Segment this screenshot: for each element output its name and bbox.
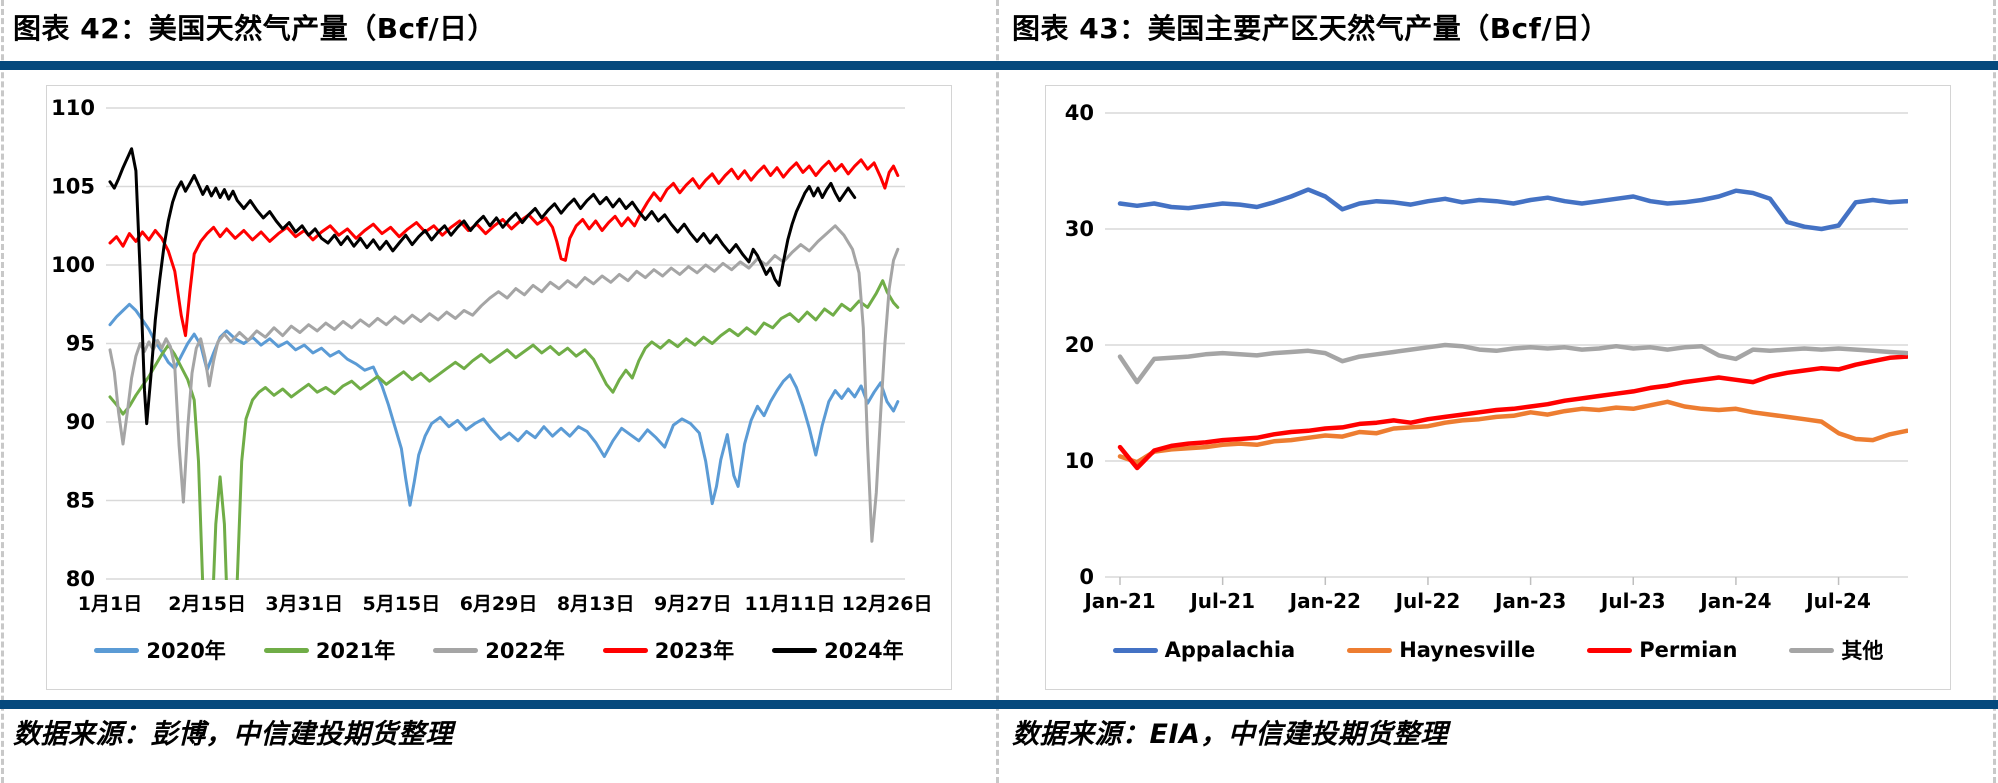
y-axis-tick-label: 105 (51, 175, 95, 199)
legend-item-Permian: Permian (1587, 638, 1737, 662)
legend-item-2022年: 2022年 (433, 635, 565, 665)
figure-43-chart-frame: 0 10 20 30 40 Jan-21 Jul-21 Jan-22 Jul-22 Jan-23 J… (1045, 85, 1951, 690)
legend-label: 2022年 (485, 639, 565, 663)
legend-label: 2020年 (146, 639, 226, 663)
us-regional-gas-production-line-chart: 0 10 20 30 40 Jan-21 Jul-21 Jan-22 Jul-22 Jan-23 J… (1065, 101, 1908, 613)
x-axis-tick-label: 3月31日 (265, 593, 343, 615)
legend-label: Appalachia (1164, 638, 1296, 662)
legend-line-swatch (1112, 647, 1158, 653)
series-line-Permian (1117, 354, 1908, 471)
series-line-2023年 (108, 158, 900, 338)
figure-43-footer-rule-bar (999, 700, 1998, 709)
figure-43-panel: 图表 43：美国主要产区天然气产量（Bcf/日） 0 10 20 30 40 Jan-21… (999, 0, 1998, 783)
legend-label: 2021年 (315, 639, 396, 663)
figure-43-legend: Appalachia Haynesville Permian 其他 (1046, 635, 1950, 665)
legend-item-2023年: 2023年 (602, 635, 735, 665)
series-line-2020年 (108, 302, 900, 507)
page-right-dashed-border (1993, 0, 1996, 783)
figure-42-legend: 2020年 2021年 2022年 2023年 2024年 (47, 635, 951, 665)
y-axis-tick-label: 110 (51, 96, 95, 120)
page-left-dashed-border (1, 0, 4, 783)
series-line-Haynesville (1117, 399, 1908, 465)
x-axis-tick-label: Jul-23 (1599, 589, 1666, 613)
legend-label: 2024年 (824, 639, 904, 663)
x-axis-tick-label: Jan-21 (1082, 589, 1155, 613)
legend-item-Haynesville: Haynesville (1347, 638, 1535, 662)
x-axis-tick-label: 5月15日 (363, 593, 441, 615)
legend-label: Permian (1639, 638, 1738, 662)
y-axis-tick-label: 20 (1065, 333, 1094, 357)
figure-42-chart-frame: 80 85 90 95 100 105 110 1月1日 2月15日 3月31日 5月15日 6月29… (46, 85, 952, 690)
figure-42-title: 图表 42：美国天然气产量（Bcf/日） (13, 12, 497, 45)
x-axis-tick-label: 1月1日 (78, 593, 142, 615)
legend-label: 2023年 (654, 639, 735, 663)
y-axis-tick-label: 85 (66, 489, 95, 513)
us-gas-production-line-chart: 80 85 90 95 100 105 110 1月1日 2月15日 3月31日 5月15日 6月29… (51, 96, 933, 615)
y-axis-tick-label: 95 (66, 332, 95, 356)
y-axis-tick-label: 0 (1079, 565, 1094, 589)
x-axis-tick-label: Jan-24 (1698, 589, 1771, 613)
figure-43-title: 图表 43：美国主要产区天然气产量（Bcf/日） (1012, 12, 1610, 45)
legend-item-Appalachia: Appalachia (1112, 638, 1296, 662)
x-axis-tick-label: 9月27日 (654, 593, 732, 615)
legend-item-其他: 其他 (1789, 635, 1883, 665)
legend-label: 其他 (1841, 639, 1884, 663)
legend-line-swatch (94, 647, 140, 653)
y-axis-tick-label: 40 (1065, 101, 1094, 125)
legend-line-swatch (1789, 647, 1835, 653)
x-axis-tick-label: Jul-22 (1394, 589, 1461, 613)
legend-item-2024年: 2024年 (772, 635, 904, 665)
y-axis-tick-label: 90 (66, 410, 95, 434)
legend-line-swatch (1587, 647, 1633, 653)
figure-42-panel: 图表 42：美国天然气产量（Bcf/日） 80 85 90 95 100 105 110 1月… (0, 12, 999, 750)
x-axis-tick-label: Jan-22 (1288, 589, 1361, 613)
figure-42-source: 数据来源：彭博，中信建投期货整理 (13, 719, 453, 750)
figure-42-footer-rule-bar (0, 700, 999, 709)
series-line-Appalachia (1117, 187, 1908, 232)
legend-line-swatch (1347, 647, 1393, 653)
figure-43-source: 数据来源：EIA，中信建投期货整理 (1012, 719, 1448, 750)
series-line-其他 (1117, 342, 1908, 385)
y-axis-tick-label: 30 (1065, 217, 1094, 241)
x-axis-tick-label: 12月26日 (842, 593, 933, 615)
series-line-2022年 (108, 224, 900, 543)
y-axis-tick-label: 100 (51, 253, 95, 277)
x-axis-tick-label: Jul-21 (1188, 589, 1255, 613)
panel-divider-dashed-line (996, 0, 999, 783)
legend-line-swatch (263, 647, 309, 653)
series-line-2021年 (108, 279, 900, 580)
legend-line-swatch (772, 647, 818, 653)
x-axis-tick-label: 11月11日 (744, 593, 835, 615)
y-axis-tick-label: 10 (1065, 449, 1094, 473)
legend-label: Haynesville (1399, 638, 1536, 662)
x-axis-tick-label: Jul-24 (1804, 589, 1871, 613)
legend-item-2020年: 2020年 (94, 635, 226, 665)
x-axis-tick-label: 2月15日 (168, 593, 246, 615)
legend-item-2021年: 2021年 (263, 635, 396, 665)
figure-42-title-rule-bar (0, 61, 999, 70)
y-axis-tick-label: 80 (66, 567, 95, 591)
series-line-2024年 (108, 147, 857, 426)
figure-43-title-rule-bar (999, 61, 1998, 70)
x-axis-tick-label: Jan-23 (1493, 589, 1566, 613)
legend-line-swatch (602, 647, 648, 653)
legend-line-swatch (433, 647, 479, 653)
x-axis-tick-label: 8月13日 (557, 593, 635, 615)
x-axis-tick-label: 6月29日 (460, 593, 538, 615)
